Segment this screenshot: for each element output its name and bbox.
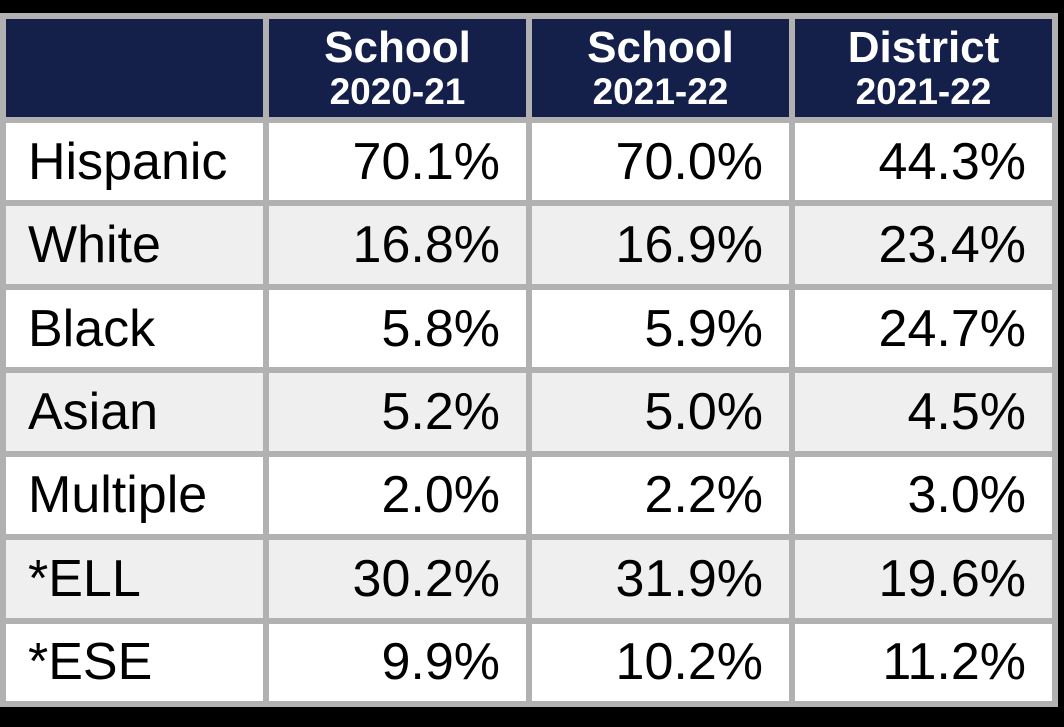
table-row-multiple: Multiple 2.0% 2.2% 3.0% [6, 456, 1052, 535]
header-row: School 2020-21 School 2021-22 District 2… [6, 19, 1052, 117]
header-cell-school-2020-21: School 2020-21 [269, 19, 526, 117]
cell-value: 5.9% [532, 289, 789, 368]
header-title: School [587, 23, 734, 73]
cell-value: 10.2% [532, 623, 789, 701]
cell-value: 4.5% [795, 373, 1052, 451]
cell-value: 23.4% [795, 206, 1052, 284]
cell-value: 70.1% [269, 123, 526, 201]
cell-value: 5.8% [269, 289, 526, 368]
cell-value: 5.0% [532, 373, 789, 451]
cell-value: 16.9% [532, 206, 789, 284]
row-label: Hispanic [6, 123, 263, 201]
header-subtitle: 2021-22 [592, 71, 729, 113]
demographics-table: School 2020-21 School 2021-22 District 2… [0, 13, 1058, 707]
cell-value: 19.6% [795, 540, 1052, 618]
cell-value: 2.0% [269, 456, 526, 535]
cell-value: 30.2% [269, 540, 526, 618]
row-label: Asian [6, 373, 263, 451]
cell-value: 70.0% [532, 123, 789, 201]
cell-value: 11.2% [795, 623, 1052, 701]
row-label: Black [6, 289, 263, 368]
header-title: School [324, 23, 471, 73]
cell-value: 5.2% [269, 373, 526, 451]
header-cell-school-2021-22: School 2021-22 [532, 19, 789, 117]
header-cell-district-2021-22: District 2021-22 [795, 19, 1052, 117]
cell-value: 2.2% [532, 456, 789, 535]
header-subtitle: 2021-22 [855, 71, 992, 113]
cell-value: 9.9% [269, 623, 526, 701]
row-label: *ELL [6, 540, 263, 618]
cell-value: 24.7% [795, 289, 1052, 368]
row-label: Multiple [6, 456, 263, 535]
row-label: White [6, 206, 263, 284]
demographics-table-container: School 2020-21 School 2021-22 District 2… [0, 13, 1058, 707]
cell-value: 31.9% [532, 540, 789, 618]
cell-value: 3.0% [795, 456, 1052, 535]
header-cell-empty [6, 19, 263, 117]
header-subtitle: 2020-21 [329, 71, 466, 113]
table-row-hispanic: Hispanic 70.1% 70.0% 44.3% [6, 123, 1052, 201]
cell-value: 16.8% [269, 206, 526, 284]
table-row-white: White 16.8% 16.9% 23.4% [6, 206, 1052, 284]
header-title: District [847, 23, 1000, 73]
row-label: *ESE [6, 623, 263, 701]
table-row-ell: *ELL 30.2% 31.9% 19.6% [6, 540, 1052, 618]
table-row-ese: *ESE 9.9% 10.2% 11.2% [6, 623, 1052, 701]
table-row-black: Black 5.8% 5.9% 24.7% [6, 289, 1052, 368]
cell-value: 44.3% [795, 123, 1052, 201]
table-row-asian: Asian 5.2% 5.0% 4.5% [6, 373, 1052, 451]
